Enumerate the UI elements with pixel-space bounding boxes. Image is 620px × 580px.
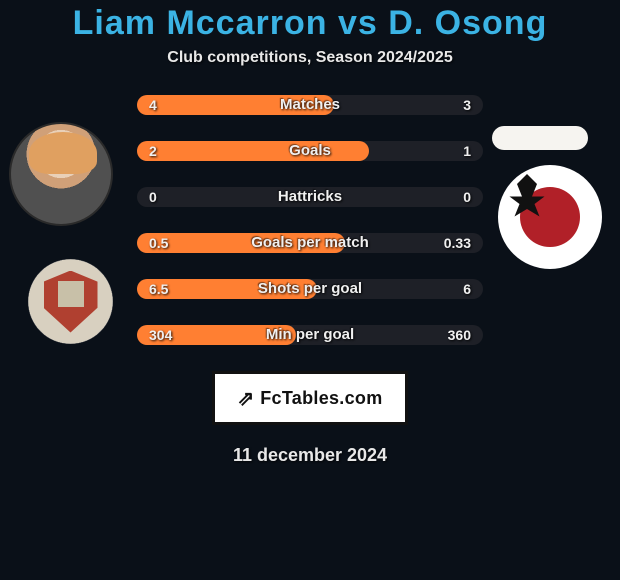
brand-box[interactable]: ⇗ FcTables.com (212, 371, 408, 425)
comparison-title: Liam Mccarron vs D. Osong (0, 4, 620, 43)
vs-label: vs (338, 4, 378, 42)
player2-avatar (492, 126, 588, 150)
stat-row: 43Matches (137, 95, 483, 115)
player1-club-badge (28, 259, 113, 344)
stat-row: 21Goals (137, 141, 483, 161)
subtitle: Club competitions, Season 2024/2025 (0, 49, 620, 67)
stat-row: 0.50.33Goals per match (137, 233, 483, 253)
player2-club-badge (498, 165, 602, 269)
stat-row: 00Hattricks (137, 187, 483, 207)
stat-label: Min per goal (137, 325, 483, 345)
brand-text: FcTables.com (260, 388, 382, 409)
brand-icon: ⇗ (237, 386, 254, 411)
stat-row: 304360Min per goal (137, 325, 483, 345)
stat-label: Matches (137, 95, 483, 115)
stat-row: 6.56Shots per goal (137, 279, 483, 299)
stat-label: Shots per goal (137, 279, 483, 299)
stat-label: Hattricks (137, 187, 483, 207)
player1-name: Liam Mccarron (73, 4, 328, 42)
player2-name: D. Osong (388, 4, 547, 42)
stat-label: Goals (137, 141, 483, 161)
date-label: 11 december 2024 (0, 445, 620, 466)
stat-label: Goals per match (137, 233, 483, 253)
player1-avatar (9, 122, 113, 226)
